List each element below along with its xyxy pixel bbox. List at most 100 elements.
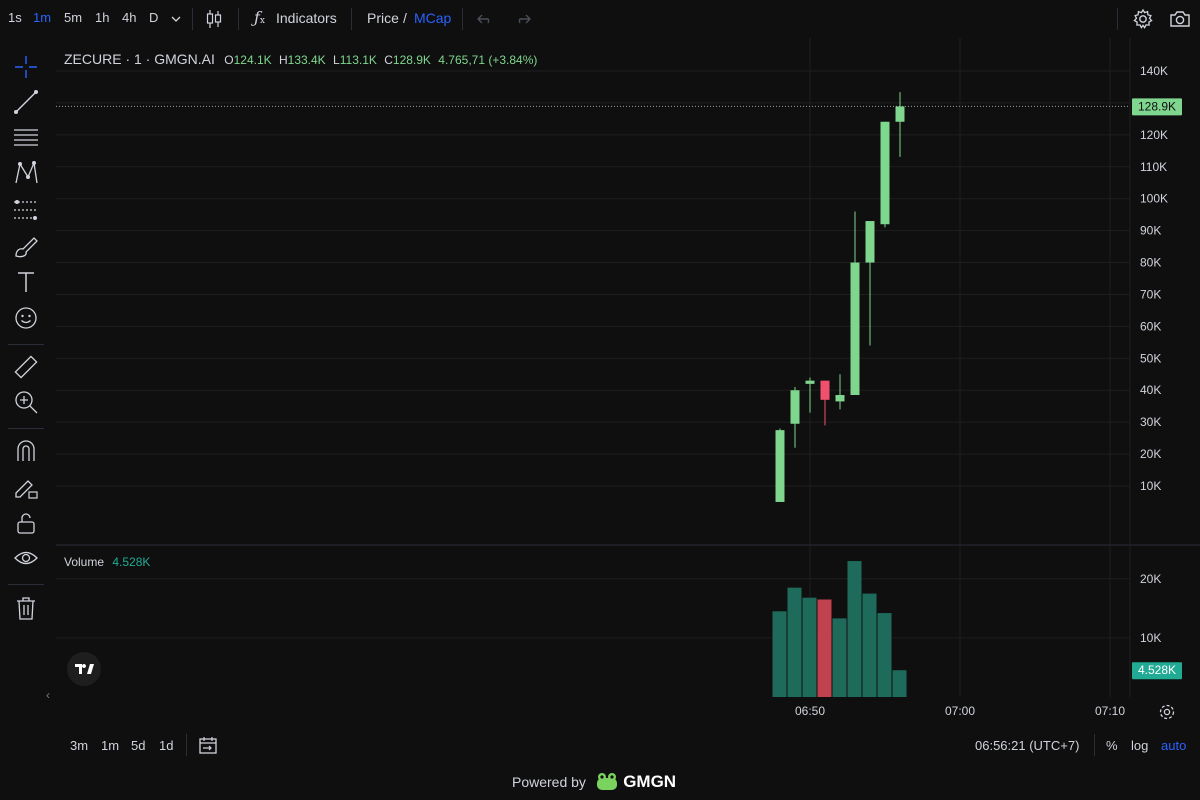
price-tick-label: 80K xyxy=(1140,256,1161,270)
volume-bar xyxy=(817,599,832,697)
volume-bar xyxy=(847,561,862,697)
gmgn-brand: GMGN xyxy=(623,772,677,791)
crosshair-icon[interactable] xyxy=(12,53,40,81)
price-tick-label: 110K xyxy=(1140,160,1167,174)
candle-body xyxy=(850,262,860,396)
camera-icon[interactable] xyxy=(1168,8,1192,30)
timeframe-5m[interactable]: 5m xyxy=(64,10,83,25)
time-tick-label: 07:00 xyxy=(945,704,975,718)
candle-body xyxy=(805,380,815,384)
price-mcap-separator: / xyxy=(403,10,407,26)
range-1m[interactable]: 1m xyxy=(101,738,120,753)
timeframe-d[interactable]: D xyxy=(149,10,159,25)
magnet-icon[interactable] xyxy=(12,437,40,465)
price-toggle[interactable]: Price xyxy=(367,10,399,26)
log-toggle[interactable]: log xyxy=(1131,738,1149,753)
volume-bar xyxy=(787,587,802,697)
open-value: 124.1K xyxy=(233,53,272,67)
range-5d[interactable]: 5d xyxy=(131,738,146,753)
range-1d[interactable]: 1d xyxy=(159,738,174,753)
candle-body xyxy=(835,395,845,402)
candle-body xyxy=(775,430,785,502)
function-icon[interactable]: ƒx xyxy=(254,8,265,27)
price-tick-label: 60K xyxy=(1140,319,1161,333)
price-tick-label: 70K xyxy=(1140,287,1161,301)
candle-body xyxy=(895,106,905,122)
candle-body xyxy=(790,390,800,424)
last-price-tag-label: 128.9K xyxy=(1138,99,1176,113)
unlock-icon[interactable] xyxy=(12,509,40,537)
powered-by-text: Powered by xyxy=(512,774,586,790)
lock-drawing-icon[interactable] xyxy=(12,473,40,501)
chevron-down-icon[interactable] xyxy=(170,13,182,25)
left-toolbar: ‹ xyxy=(0,38,52,738)
price-tick-label: 140K xyxy=(1140,64,1168,78)
trend-line-icon[interactable] xyxy=(12,88,40,116)
last-price-tag xyxy=(1132,98,1182,116)
emoji-icon[interactable] xyxy=(12,304,40,332)
trash-icon[interactable] xyxy=(12,594,40,622)
close-value: 128.9K xyxy=(392,53,431,67)
price-tick-label: 120K xyxy=(1140,128,1168,142)
timeframe-4h[interactable]: 4h xyxy=(122,10,137,25)
collapse-arrow-icon[interactable]: ‹ xyxy=(46,688,50,702)
price-tick-label: 50K xyxy=(1140,351,1161,365)
price-tick-label: 30K xyxy=(1140,415,1161,429)
volume-bar xyxy=(772,611,787,697)
clock-readout[interactable]: 06:56:21 (UTC+7) xyxy=(975,738,1080,753)
ruler-icon[interactable] xyxy=(12,353,40,381)
volume-bar xyxy=(862,593,877,697)
timeframe-1s[interactable]: 1s xyxy=(8,10,22,25)
volume-tick-label: 20K xyxy=(1140,572,1161,586)
horizontal-lines-icon[interactable] xyxy=(12,124,40,152)
candle-body xyxy=(880,121,890,225)
text-icon[interactable] xyxy=(12,268,40,296)
volume-bar xyxy=(877,613,892,697)
time-tick-label: 07:10 xyxy=(1095,704,1125,718)
eye-icon[interactable] xyxy=(12,544,40,572)
volume-bar xyxy=(892,670,907,697)
price-tick-label: 10K xyxy=(1140,479,1161,493)
tradingview-logo-icon xyxy=(75,664,94,674)
top-toolbar: 1s 1m 5m 1h 4h D ƒx Indicators Price / M… xyxy=(0,0,1200,38)
volume-tag-label: 4.528K xyxy=(1138,663,1176,677)
candles-icon[interactable] xyxy=(203,8,225,30)
pattern-icon[interactable] xyxy=(12,159,40,187)
volume-label: Volume xyxy=(64,555,105,569)
footer: Powered by GMGN xyxy=(512,771,676,793)
timeframe-1h[interactable]: 1h xyxy=(95,10,110,25)
axis-settings-icon[interactable] xyxy=(1158,703,1176,721)
chart-legend: ZECURE · 1 · GMGN.AI O124.1K H133.4K L11… xyxy=(64,51,538,67)
undo-icon[interactable] xyxy=(476,10,494,28)
low-value: 113.1K xyxy=(339,53,377,67)
gmgn-frog-logo-icon xyxy=(596,773,617,790)
price-tick-label: 90K xyxy=(1140,224,1161,238)
volume-value: 4.528K xyxy=(112,555,151,569)
symbol-title: ZECURE · 1 · GMGN.AI xyxy=(64,51,215,67)
tradingview-logo[interactable] xyxy=(67,652,101,686)
fib-retracement-icon[interactable] xyxy=(12,196,40,224)
volume-tick-label: 10K xyxy=(1140,631,1161,645)
date-range-icon[interactable] xyxy=(197,734,219,756)
volume-bar xyxy=(802,597,817,697)
timeframe-1m[interactable]: 1m xyxy=(33,10,52,25)
volume-legend: Volume 4.528K xyxy=(64,555,150,569)
price-tick-label: 100K xyxy=(1140,192,1168,206)
mcap-toggle[interactable]: MCap xyxy=(414,10,452,26)
time-tick-label: 06:50 xyxy=(795,704,825,718)
indicators-button[interactable]: Indicators xyxy=(276,10,337,26)
candle-body xyxy=(820,380,830,400)
settings-gear-icon[interactable] xyxy=(1132,8,1154,30)
price-tick-label: 40K xyxy=(1140,383,1161,397)
volume-bar xyxy=(832,618,847,697)
price-tick-label: 20K xyxy=(1140,447,1161,461)
range-3m[interactable]: 3m xyxy=(70,738,89,753)
auto-toggle[interactable]: auto xyxy=(1161,738,1187,753)
high-value: 133.4K xyxy=(287,53,326,67)
zoom-in-icon[interactable] xyxy=(12,388,40,416)
brush-icon[interactable] xyxy=(12,232,40,260)
percent-toggle[interactable]: % xyxy=(1106,738,1118,753)
redo-icon[interactable] xyxy=(514,10,532,28)
candle-body xyxy=(865,221,875,263)
